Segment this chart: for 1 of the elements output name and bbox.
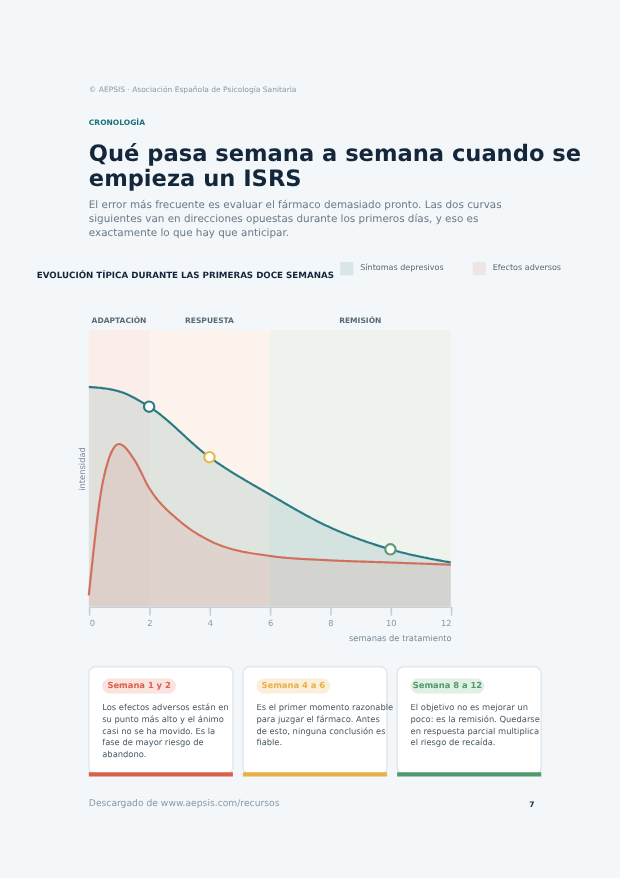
text: Qué pasa semana a semana cuando se empieza un ISRS <box>88 140 582 192</box>
